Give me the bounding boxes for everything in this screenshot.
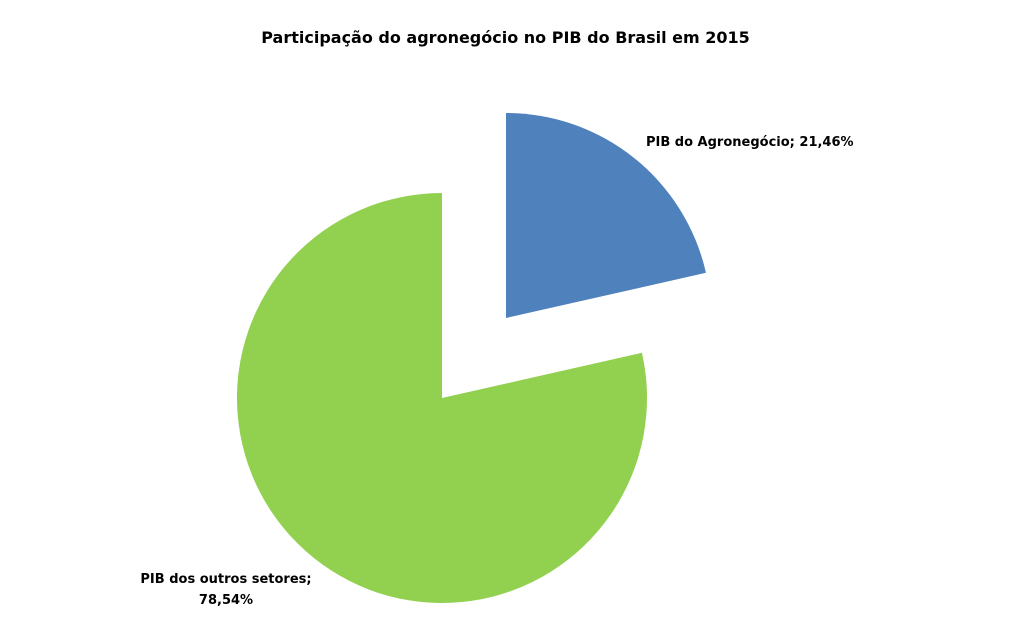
pie-slice-outros-setores: [236, 193, 647, 603]
data-label-outros-setores: PIB dos outros setores; 78,54%: [140, 572, 311, 608]
pie-slice-agronegocio: [506, 113, 706, 318]
data-label-agronegocio: PIB do Agronegócio; 21,46%: [646, 135, 854, 150]
chart-title: Participação do agronegócio no PIB do Br…: [261, 28, 750, 47]
